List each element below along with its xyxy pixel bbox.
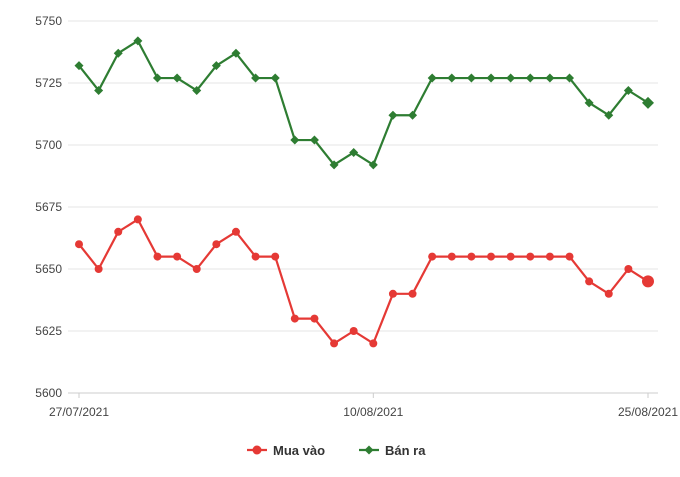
- data-point[interactable]: [349, 327, 358, 335]
- data-point[interactable]: [290, 314, 299, 323]
- data-point[interactable]: [309, 135, 319, 145]
- data-point[interactable]: [466, 73, 476, 83]
- legend-item-ban-ra[interactable]: Bán ra: [359, 443, 426, 458]
- data-point[interactable]: [585, 277, 594, 286]
- data-point[interactable]: [506, 252, 515, 261]
- data-point[interactable]: [545, 73, 555, 83]
- data-point[interactable]: [212, 240, 221, 249]
- data-point[interactable]: [251, 252, 260, 261]
- data-point[interactable]: [192, 265, 201, 273]
- data-point[interactable]: [114, 227, 123, 236]
- data-point[interactable]: [526, 252, 535, 261]
- data-point[interactable]: [467, 252, 476, 261]
- series-line: [78, 218, 649, 345]
- data-point[interactable]: [408, 289, 417, 298]
- legend-label: Mua vào: [273, 443, 325, 458]
- series-mua-vao: [75, 215, 654, 348]
- x-tick-label: 25/08/2021: [618, 405, 678, 419]
- data-point[interactable]: [270, 73, 280, 83]
- data-point[interactable]: [388, 110, 398, 120]
- data-point[interactable]: [349, 147, 359, 157]
- legend[interactable]: Mua vào Bán ra: [247, 443, 426, 458]
- data-point[interactable]: [172, 73, 182, 83]
- axis-layer: 5600 5625 5650 5675 5700 5725 5750 27/07/2021 10…: [35, 14, 678, 419]
- data-point[interactable]: [604, 289, 613, 298]
- data-point[interactable]: [74, 61, 84, 71]
- data-point[interactable]: [330, 339, 339, 348]
- data-point[interactable]: [428, 252, 437, 261]
- y-tick-label: 5725: [35, 76, 62, 90]
- series-layer: [74, 36, 654, 348]
- series-ban-ra: [74, 36, 654, 170]
- data-point[interactable]: [152, 73, 162, 83]
- data-point[interactable]: [173, 252, 182, 261]
- x-tick-label: 27/07/2021: [49, 405, 109, 419]
- data-point[interactable]: [604, 110, 614, 120]
- data-point[interactable]: [487, 252, 496, 261]
- x-tick-label: 10/08/2021: [343, 405, 403, 419]
- data-point[interactable]: [565, 252, 574, 261]
- data-point[interactable]: [642, 96, 654, 109]
- y-tick-label: 5675: [35, 200, 62, 214]
- legend-label: Bán ra: [385, 443, 426, 458]
- y-tick-label: 5650: [35, 262, 62, 276]
- legend-marker: [364, 445, 374, 455]
- data-point[interactable]: [133, 215, 142, 224]
- series-line: [78, 39, 649, 166]
- data-point[interactable]: [133, 36, 143, 46]
- data-point[interactable]: [231, 48, 241, 58]
- data-point[interactable]: [290, 135, 300, 145]
- data-point[interactable]: [525, 73, 535, 83]
- y-tick-label: 5700: [35, 138, 62, 152]
- y-tick-label: 5625: [35, 324, 62, 338]
- data-point[interactable]: [486, 73, 496, 83]
- legend-marker: [252, 445, 262, 455]
- legend-item-mua-vao[interactable]: Mua vào: [247, 443, 325, 458]
- data-point[interactable]: [94, 85, 104, 95]
- y-tick-label: 5600: [35, 386, 62, 400]
- data-point[interactable]: [251, 73, 261, 83]
- data-point[interactable]: [506, 73, 516, 83]
- data-point[interactable]: [369, 339, 378, 348]
- data-point[interactable]: [447, 252, 456, 261]
- data-point[interactable]: [192, 85, 202, 95]
- data-point[interactable]: [153, 252, 162, 261]
- data-point[interactable]: [584, 98, 594, 108]
- data-point[interactable]: [368, 160, 378, 170]
- data-point[interactable]: [408, 110, 418, 120]
- data-point[interactable]: [231, 227, 240, 236]
- data-point[interactable]: [211, 61, 221, 71]
- data-point[interactable]: [329, 160, 339, 170]
- data-point[interactable]: [310, 314, 319, 323]
- grid-layer: [68, 20, 658, 394]
- data-point[interactable]: [388, 289, 397, 298]
- data-point[interactable]: [565, 73, 575, 83]
- y-tick-label: 5750: [35, 14, 62, 28]
- data-point[interactable]: [113, 48, 123, 58]
- data-point[interactable]: [94, 265, 103, 273]
- data-point[interactable]: [271, 252, 280, 261]
- data-point[interactable]: [624, 265, 633, 273]
- data-point[interactable]: [427, 73, 437, 83]
- data-point[interactable]: [642, 275, 654, 288]
- data-point[interactable]: [545, 252, 554, 261]
- data-point[interactable]: [447, 73, 457, 83]
- data-point[interactable]: [623, 85, 633, 95]
- data-point[interactable]: [75, 240, 83, 249]
